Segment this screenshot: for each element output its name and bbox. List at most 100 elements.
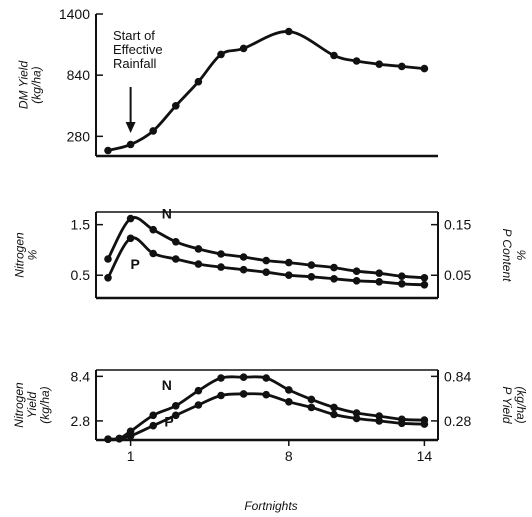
y-tick-label: 0.5	[71, 267, 91, 283]
y-tick-label-right: 0.28	[444, 413, 471, 429]
data-point	[285, 27, 293, 36]
data-point	[352, 57, 361, 65]
data-point	[420, 281, 429, 289]
y-tick-label: 1400	[59, 6, 90, 22]
data-point	[149, 249, 157, 258]
x-tick-label: 8	[285, 448, 293, 464]
data-point	[262, 256, 271, 265]
data-point	[330, 410, 338, 419]
annotation-text-line: Start of	[113, 28, 155, 43]
series-label-P: P	[130, 256, 139, 272]
data-point	[307, 261, 316, 269]
data-point	[115, 435, 124, 443]
y-tick-label: 2.8	[71, 413, 91, 429]
data-point	[375, 417, 384, 425]
x-tick-label: 1	[127, 448, 135, 464]
data-point	[149, 225, 157, 234]
y-axis-title-line: %	[26, 249, 40, 260]
y-axis-title-line: Nitrogen	[13, 232, 27, 278]
data-point	[285, 398, 293, 406]
y-tick-label: 840	[67, 67, 91, 83]
series-line-P	[107, 392, 425, 441]
data-point	[420, 274, 429, 282]
data-point	[398, 62, 406, 71]
data-point	[126, 140, 135, 149]
data-point	[239, 44, 248, 53]
data-point	[285, 271, 293, 280]
data-point	[352, 414, 361, 423]
data-point	[149, 127, 157, 135]
data-point	[194, 260, 203, 268]
data-point	[172, 238, 180, 246]
data-point	[420, 420, 429, 428]
data-point	[194, 401, 203, 409]
data-point	[217, 250, 225, 258]
data-point	[149, 411, 157, 420]
data-point	[194, 386, 203, 395]
data-point	[375, 278, 384, 286]
data-point	[420, 64, 429, 73]
series-label-N: N	[162, 377, 172, 393]
y-axis-title-line: Yield	[25, 391, 39, 418]
data-point	[172, 402, 180, 410]
y-tick-label: 280	[67, 128, 91, 144]
data-point	[285, 258, 293, 267]
data-point	[239, 265, 248, 274]
data-point	[352, 267, 361, 276]
data-point	[126, 214, 135, 223]
data-point	[239, 390, 248, 398]
y-axis-right-title-line: %	[514, 250, 528, 261]
data-point	[398, 272, 406, 281]
data-point	[330, 275, 338, 283]
data-point	[330, 403, 338, 412]
data-point	[217, 391, 225, 400]
y-tick-label-right: 0.15	[444, 217, 471, 233]
data-point	[375, 269, 384, 278]
data-point	[307, 273, 316, 281]
y-tick-label: 8.4	[71, 368, 91, 384]
x-tick-label: 14	[417, 448, 433, 464]
y-axis-title-line: DM Yield	[17, 61, 31, 110]
y-tick-label: 1.5	[71, 217, 91, 233]
data-point	[172, 411, 180, 420]
data-point	[172, 102, 180, 110]
data-point	[104, 274, 112, 282]
data-point	[285, 386, 293, 394]
data-point	[262, 374, 271, 382]
y-tick-label-right: 0.05	[444, 267, 471, 283]
annotation-text-line: Rainfall	[113, 56, 156, 71]
data-point	[172, 255, 180, 263]
data-point	[104, 146, 112, 155]
data-point	[330, 51, 338, 60]
data-point	[239, 373, 248, 382]
data-point	[104, 435, 112, 444]
annotation-text-line: Effective	[113, 42, 163, 57]
y-axis-title-line: (kg/ha)	[38, 386, 52, 423]
y-axis-title-line: (kg/ha)	[30, 66, 44, 103]
data-point	[307, 395, 316, 404]
data-point	[126, 432, 135, 440]
data-point	[398, 280, 406, 288]
data-point	[330, 263, 338, 272]
data-point	[352, 277, 361, 285]
data-point	[217, 263, 225, 271]
data-point	[398, 419, 406, 428]
data-point	[149, 421, 157, 430]
data-point	[239, 253, 248, 261]
y-tick-label-right: 0.84	[444, 368, 471, 384]
data-point	[217, 374, 225, 382]
data-point	[352, 409, 361, 417]
data-point	[104, 255, 112, 263]
series-label-N: N	[162, 206, 172, 222]
x-axis-title: Fortnights	[244, 499, 297, 513]
series-line-N	[107, 375, 425, 441]
data-point	[194, 245, 203, 253]
y-axis-title-line: Nitrogen	[12, 382, 26, 428]
data-point	[126, 234, 135, 243]
y-axis-right-title-line: P Yield	[500, 386, 514, 423]
data-point	[307, 403, 316, 412]
panel-3: 8.4 2.8 0.84 0.28 1 8 14 Fortnights Nitrogen Yiel…	[12, 368, 528, 513]
data-point	[217, 50, 225, 59]
panel-1: 1400 840 280 DM Yield (kg/ha) Start ofEffecti…	[17, 6, 438, 158]
